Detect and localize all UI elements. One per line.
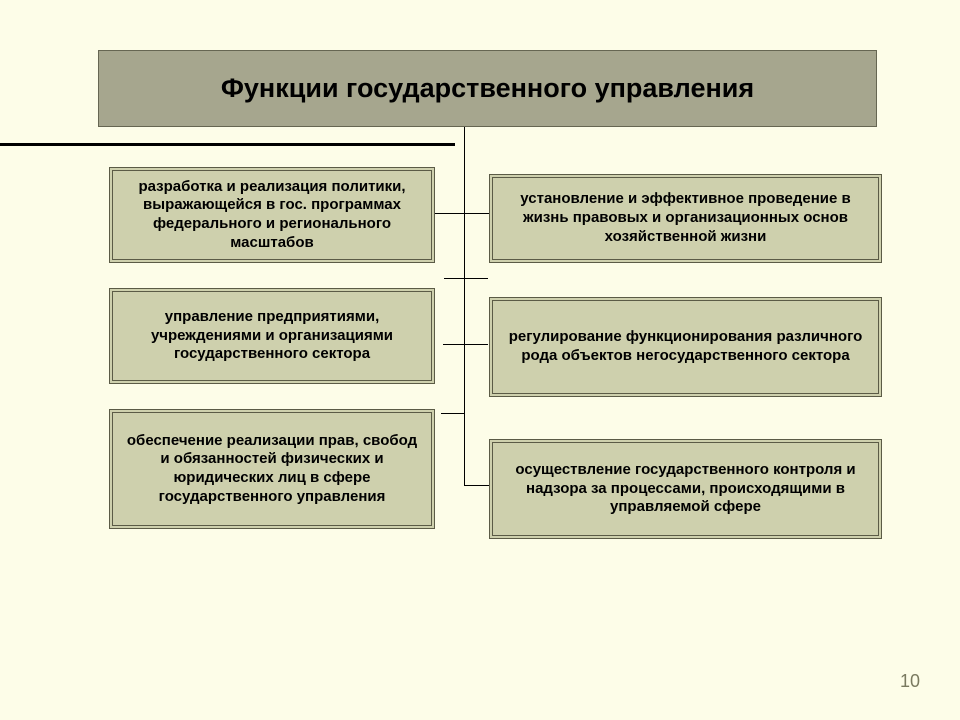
connector-branch-1 (444, 278, 488, 279)
page-number-text: 10 (900, 671, 920, 691)
connector-branch-0 (435, 213, 489, 214)
function-text-right-2: регулирование функционирования различног… (503, 328, 868, 366)
function-box-left-2: управление предприятиями, учреждениями и… (109, 288, 435, 384)
function-box-left-1: разработка и реализация политики, выража… (109, 167, 435, 263)
connector-branch-3 (441, 413, 465, 414)
function-box-right-3: осуществление государственного контроля … (489, 439, 882, 539)
function-text-right-3: осуществление государственного контроля … (503, 461, 868, 517)
function-box-left-3: обеспечение реализации прав, свобод и об… (109, 409, 435, 529)
function-box-right-1: установление и эффективное проведение в … (489, 174, 882, 263)
function-text-right-1: установление и эффективное проведение в … (503, 190, 868, 246)
function-text-left-1: разработка и реализация политики, выража… (123, 178, 421, 253)
connector-branch-4 (464, 485, 489, 486)
function-text-left-2: управление предприятиями, учреждениями и… (123, 308, 421, 364)
function-box-right-2: регулирование функционирования различног… (489, 297, 882, 397)
accent-underline (0, 143, 455, 146)
connector-branch-2 (443, 344, 488, 345)
diagram-title-box: Функции государственного управления (98, 50, 877, 127)
function-text-left-3: обеспечение реализации прав, свобод и об… (123, 432, 421, 507)
connector-trunk (464, 127, 465, 485)
page-number: 10 (900, 671, 920, 692)
diagram-title-text: Функции государственного управления (221, 72, 754, 106)
